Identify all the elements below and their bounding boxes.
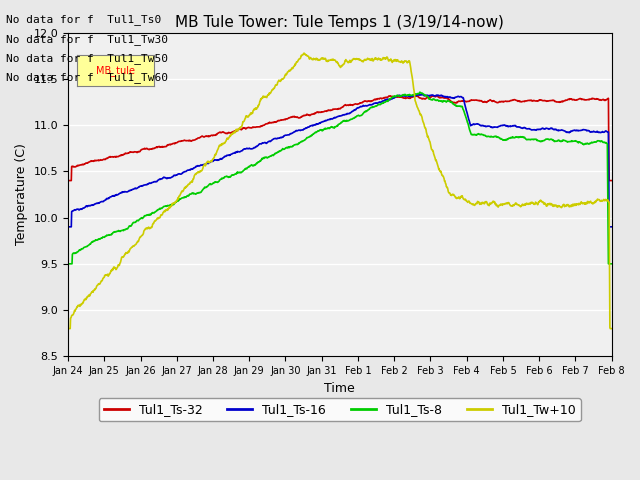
Text: No data for f  Tul1_Tw30: No data for f Tul1_Tw30: [6, 34, 168, 45]
X-axis label: Time: Time: [324, 382, 355, 395]
Text: No data for f  Tul1_Tw50: No data for f Tul1_Tw50: [6, 53, 168, 64]
Text: MB_tule: MB_tule: [96, 65, 134, 76]
Title: MB Tule Tower: Tule Temps 1 (3/19/14-now): MB Tule Tower: Tule Temps 1 (3/19/14-now…: [175, 15, 504, 30]
Legend: Tul1_Ts-32, Tul1_Ts-16, Tul1_Ts-8, Tul1_Tw+10: Tul1_Ts-32, Tul1_Ts-16, Tul1_Ts-8, Tul1_…: [99, 398, 581, 421]
Text: No data for f  Tul1_Ts0: No data for f Tul1_Ts0: [6, 14, 162, 25]
Y-axis label: Temperature (C): Temperature (C): [15, 144, 28, 245]
Text: No data for f  Tul1_Tw60: No data for f Tul1_Tw60: [6, 72, 168, 83]
